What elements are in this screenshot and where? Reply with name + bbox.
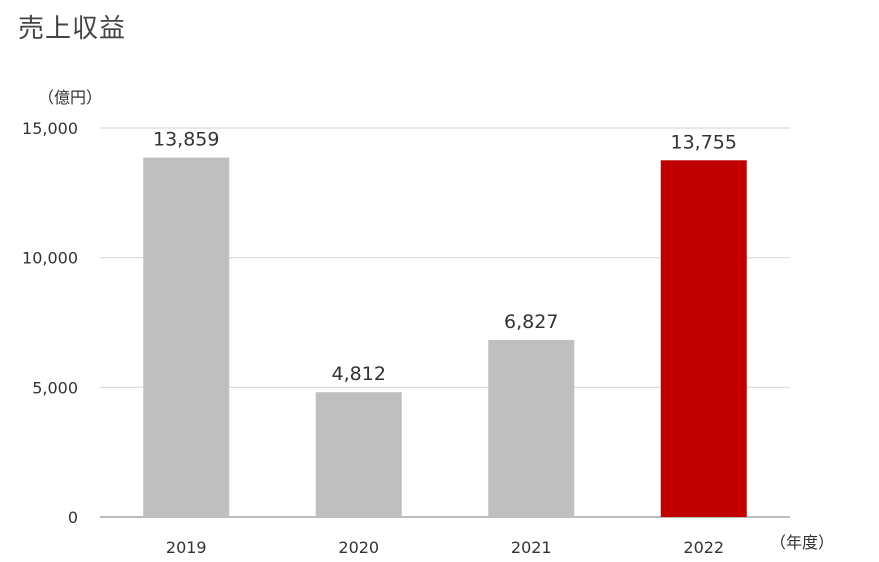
- y-tick-label: 0: [68, 508, 78, 527]
- data-label-2019: 13,859: [153, 129, 219, 151]
- bar-2022: [660, 160, 747, 518]
- y-tick-label: 5,000: [32, 378, 78, 397]
- bar-2021: [488, 339, 575, 517]
- chart-title: 売上収益: [18, 14, 127, 44]
- data-label-2021: 6,827: [504, 311, 558, 333]
- x-tick-label-2020: 2020: [338, 538, 379, 557]
- x-axis-unit-label: （年度）: [770, 533, 834, 552]
- x-tick-label-2021: 2021: [511, 538, 552, 557]
- data-label-2022: 13,755: [671, 131, 737, 153]
- y-tick-label: 15,000: [22, 119, 78, 138]
- x-tick-label-2022: 2022: [683, 538, 724, 557]
- bar-2019: [143, 157, 230, 517]
- bar-2020: [315, 392, 402, 517]
- y-axis-unit-label: （億円）: [38, 88, 102, 107]
- data-label-2020: 4,812: [332, 363, 386, 385]
- y-tick-label: 10,000: [22, 249, 78, 268]
- x-tick-label-2019: 2019: [166, 538, 207, 557]
